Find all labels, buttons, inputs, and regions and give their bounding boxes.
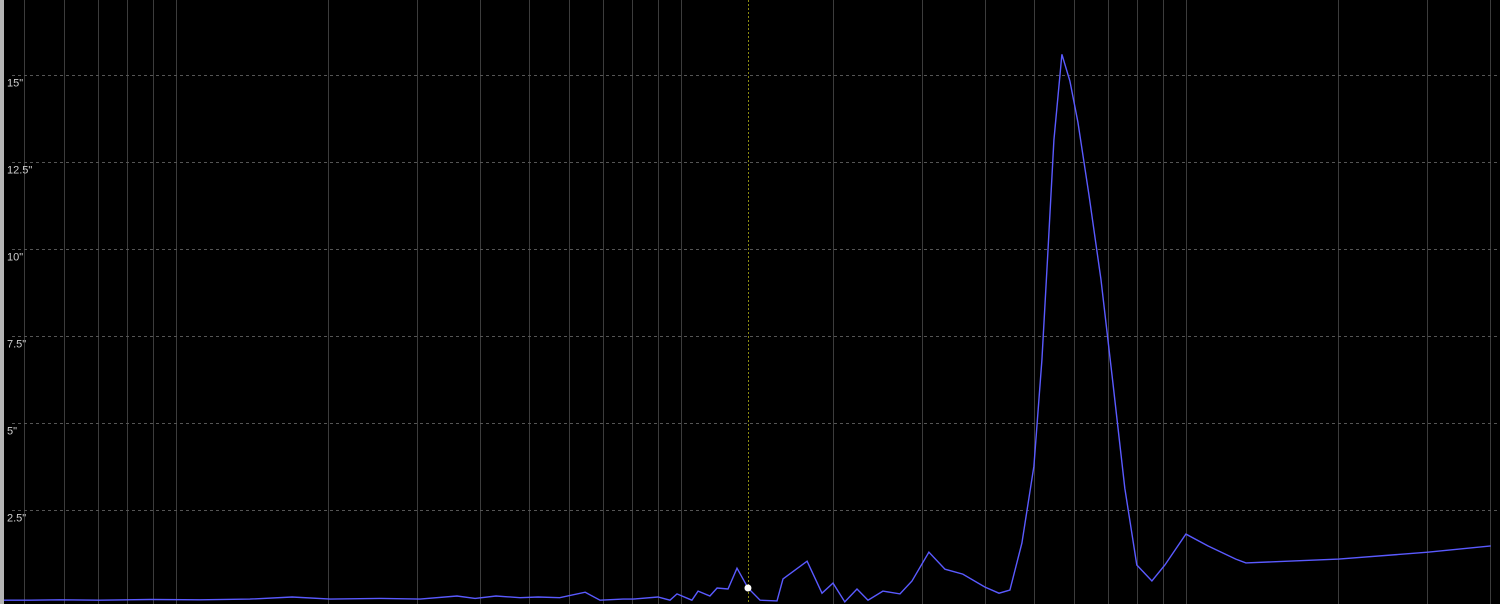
y-tick-labels: 2.5" 5" 7.5" 10" 12.5" 15" (7, 78, 32, 525)
vertical-gridlines (24, 0, 1491, 604)
y-tick-label: 10" (7, 252, 23, 264)
left-edge-strip (0, 0, 4, 604)
cursor-marker[interactable] (744, 584, 752, 592)
y-tick-label: 2.5" (7, 513, 26, 525)
y-tick-label: 5" (7, 426, 17, 438)
y-tick-label: 7.5" (7, 339, 26, 351)
horizontal-gridlines (12, 75, 1500, 511)
y-tick-label: 15" (7, 78, 23, 90)
series-line (4, 54, 1491, 604)
y-tick-label: 12.5" (7, 165, 32, 177)
